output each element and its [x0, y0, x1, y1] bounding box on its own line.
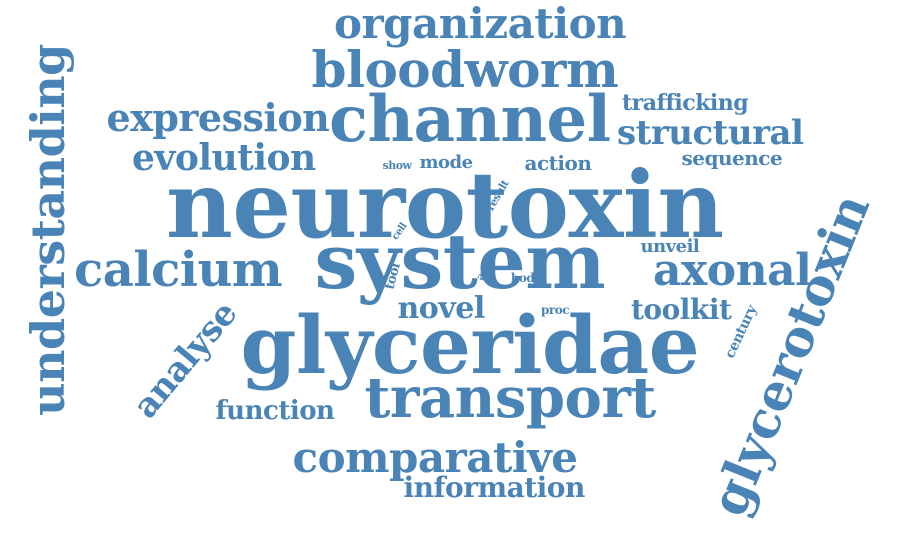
word-show: show: [382, 158, 413, 172]
word-action: action: [524, 151, 592, 175]
word-calcium: calcium: [74, 242, 283, 298]
word-transport: transport: [364, 365, 657, 431]
word-axonal: axonal: [653, 245, 812, 296]
word-information: information: [403, 471, 586, 504]
word-bloodworm: bloodworm: [311, 40, 619, 99]
word-comparative: comparative: [292, 433, 578, 482]
word-function: function: [215, 396, 335, 426]
word-novel: novel: [397, 291, 486, 326]
word-evolution: evolution: [132, 137, 316, 179]
word-trafficking: trafficking: [622, 90, 749, 116]
word-channel: channel: [329, 82, 611, 157]
word-sequence: sequence: [681, 146, 783, 170]
word-toolkit: toolkit: [631, 293, 732, 326]
word-body: body: [511, 271, 541, 285]
word-proc: proc: [541, 303, 570, 317]
word-mode: mode: [419, 152, 474, 173]
word-system: system: [314, 217, 606, 306]
word-glyceridae: glyceridae: [240, 298, 700, 392]
word-expression: expression: [106, 95, 330, 140]
word-organization: organization: [334, 0, 627, 48]
word-unveil: unveil: [640, 236, 700, 257]
word-neurotoxin: neurotoxin: [166, 151, 724, 259]
word-understanding: understanding: [20, 44, 75, 416]
word-structural: structural: [617, 113, 804, 153]
